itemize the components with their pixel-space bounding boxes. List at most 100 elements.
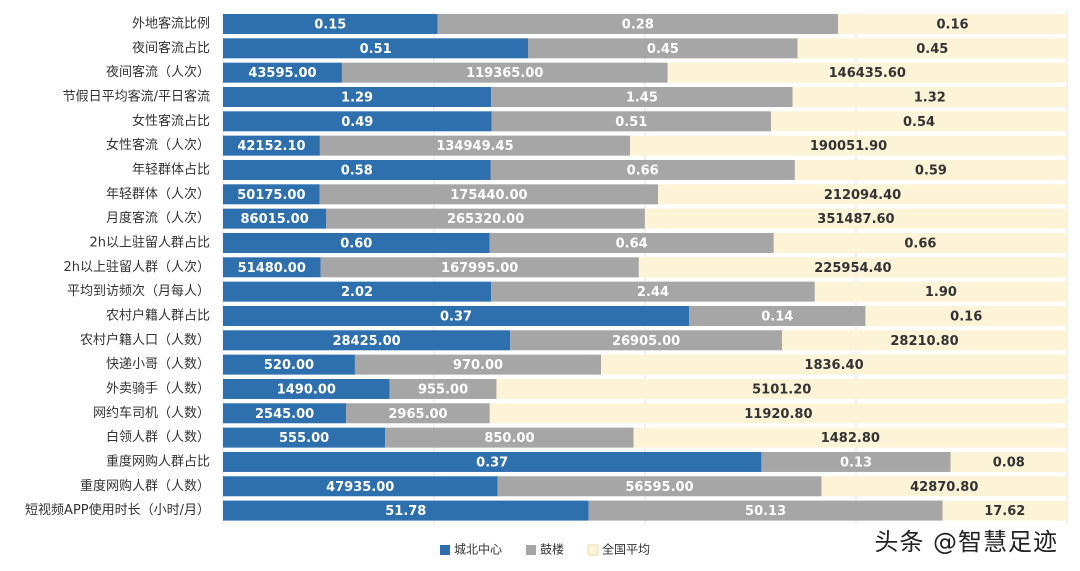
data-label: 0.49 [341,115,373,130]
category-label: 外卖骑手（人数） [106,381,210,396]
data-label: 146435.60 [829,66,906,81]
bar-segment-2 [346,403,490,424]
category-label: 农村户籍人群占比 [106,307,210,323]
bar-segment-1 [223,354,355,375]
bar-segment-2 [341,62,668,83]
bar-segment-2 [510,330,782,351]
data-label: 42152.10 [237,139,305,154]
data-label: 47935.00 [326,480,394,495]
category-label: 月度客流（人次） [106,210,210,226]
data-label: 0.13 [840,455,872,470]
data-label: 265320.00 [447,212,524,227]
data-label: 119365.00 [466,66,543,81]
data-label: 0.60 [340,236,372,251]
bar-segment-1 [223,111,492,132]
category-label: 重度网购人群（人数） [80,478,210,494]
data-label: 955.00 [418,382,468,397]
bar-segment-1 [223,281,492,302]
data-label: 175440.00 [450,188,527,203]
data-label: 51480.00 [238,261,306,276]
bar-segment-1 [223,159,491,180]
bar-segment-2 [326,208,645,229]
data-label: 50.13 [745,504,786,519]
data-label: 850.00 [484,431,534,446]
data-label: 0.51 [615,115,647,130]
data-label: 2545.00 [255,407,314,422]
watermark-text: 头条 @智慧足迹 [874,528,1058,556]
bar-segment-3 [794,159,1067,180]
bar-segment-2 [491,86,793,107]
data-label: 0.37 [440,309,472,324]
category-label: 2h以上驻留人群（人次） [63,259,210,275]
bar-segment-2 [689,305,866,326]
data-label: 0.45 [647,42,679,57]
data-label: 167995.00 [441,261,518,276]
legend-label: 鼓楼 [540,542,564,557]
data-label: 212094.40 [824,188,901,203]
bar-segment-3 [865,305,1067,326]
bar-segment-3 [797,38,1067,59]
bar-segment-2 [319,184,659,205]
data-label: 0.14 [761,309,793,324]
data-label: 351487.60 [817,212,894,227]
legend-swatch [526,545,536,555]
category-label: 女性客流占比 [132,113,210,129]
legend-label: 城北中心 [454,542,502,557]
bars [223,14,1068,521]
bar-segment-1 [223,86,492,107]
data-label: 134949.45 [436,139,513,154]
category-label: 重度网购人群占比 [106,453,210,469]
category-label: 节假日平均客流/平日客流 [63,88,210,104]
bar-segment-3 [942,500,1067,521]
data-label: 51.78 [385,504,426,519]
bar-segment-3 [821,476,1067,497]
bar-segment-3 [771,111,1067,132]
bar-segment-2 [354,354,602,375]
data-label: 1.32 [914,90,946,105]
bar-segment-1 [223,184,320,205]
bar-segment-2 [320,257,639,278]
category-label: 夜间客流（人次） [106,64,210,80]
category-label: 女性客流（人次） [106,137,210,153]
data-label: 28210.80 [890,334,958,349]
bar-segment-2 [319,135,631,156]
legend-swatch [440,545,450,555]
data-label: 0.08 [993,455,1025,470]
bar-segment-1 [223,500,589,521]
bar-segment-1 [223,305,690,326]
bar-segment-1 [223,14,438,34]
category-label: 2h以上驻留人群占比 [89,235,210,250]
bar-segment-3 [773,232,1067,253]
bar-segment-2 [761,451,951,472]
bar-segment-2 [497,476,822,497]
category-label: 短视频APP使用时长（小时/月） [25,502,210,518]
bar-segment-3 [489,403,1067,424]
bar-segment-1 [223,476,498,497]
legend: 城北中心 鼓楼 全国平均 [440,542,650,557]
data-label: 1.45 [626,90,658,105]
bar-segment-1 [223,451,762,472]
category-label: 外地客流比例 [132,16,210,32]
bar-segment-2 [491,281,815,302]
data-label: 1836.40 [804,358,863,373]
bar-segment-2 [588,500,943,521]
bar-segment-3 [950,451,1067,472]
bar-segment-1 [223,38,529,59]
data-label: 11920.80 [744,407,812,422]
category-label: 年轻群体（人次） [106,186,210,202]
bar-segment-3 [792,86,1067,107]
bar-segment-1 [223,135,320,156]
data-label: 0.45 [916,42,948,57]
data-label: 1.90 [925,285,957,300]
data-label: 970.00 [453,358,503,373]
bar-segment-1 [223,378,390,399]
bar-segment-1 [223,62,342,83]
legend-swatch [587,544,599,556]
bar-segment-3 [630,135,1067,156]
data-label: 0.54 [903,115,935,130]
bar-segment-2 [528,38,798,59]
bar-segment-1 [223,257,321,278]
data-label: 56595.00 [625,480,693,495]
